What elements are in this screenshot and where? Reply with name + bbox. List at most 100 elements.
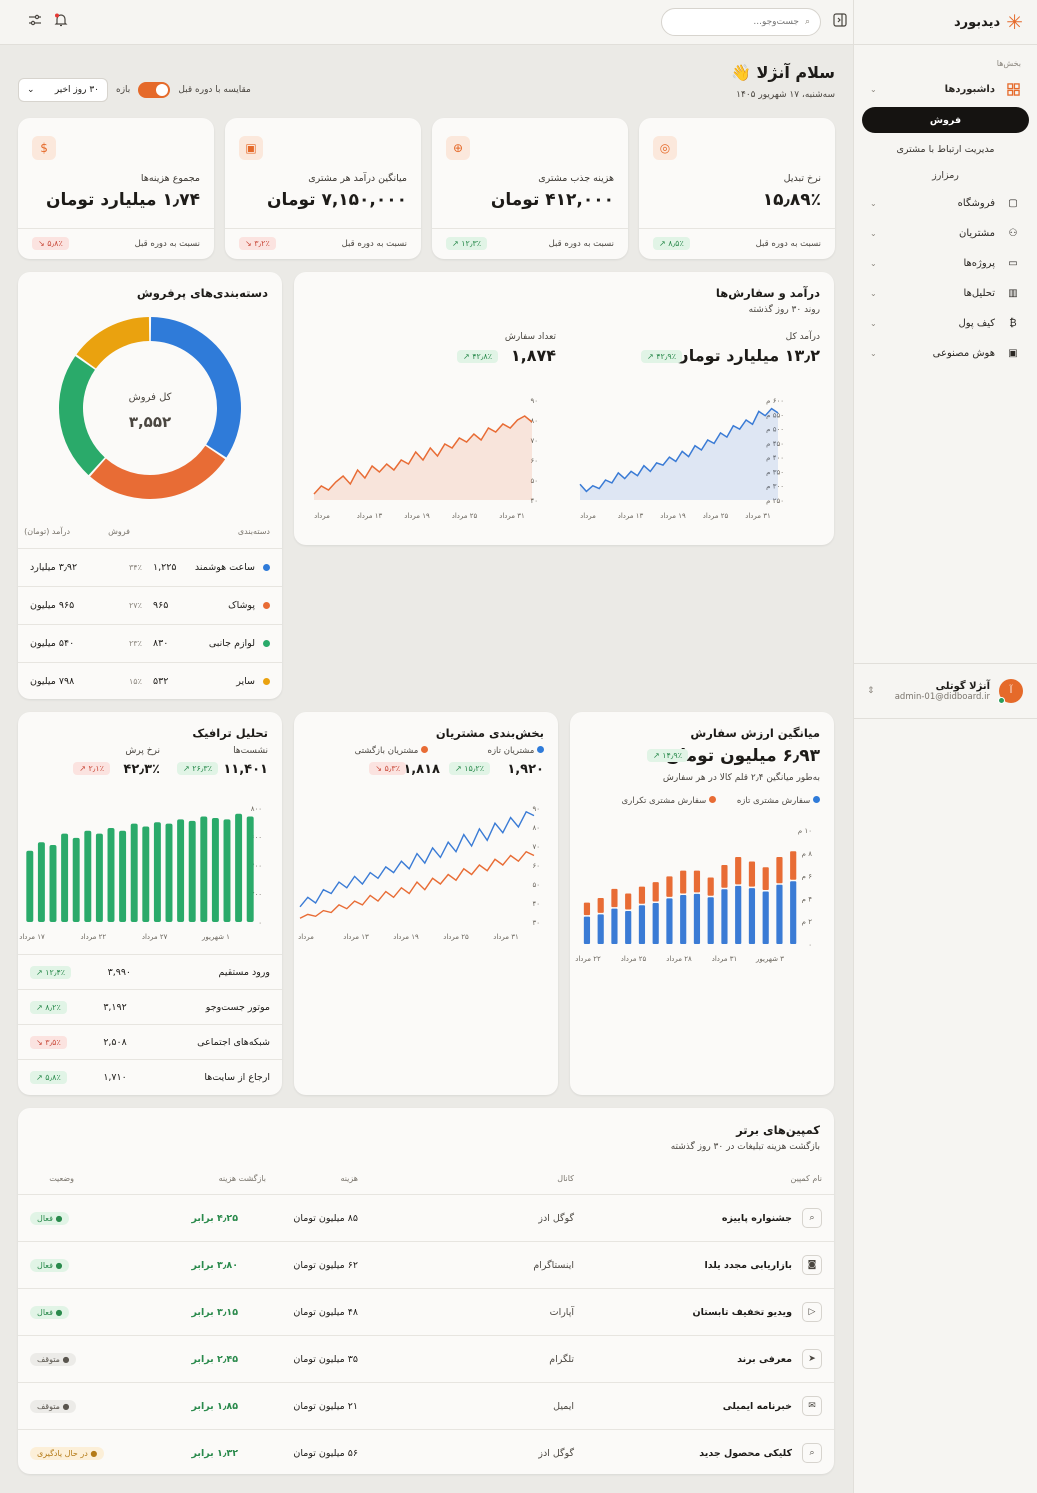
x-tick-label: ۲۲ مرداد — [81, 933, 107, 941]
bar — [200, 816, 208, 922]
card-subtitle: روند ۳۰ روز گذشته — [748, 305, 820, 315]
bar — [153, 822, 161, 922]
sidebar-item-label: کیف پول — [958, 317, 995, 329]
card-title: درآمد و سفارش‌ها — [715, 286, 820, 300]
category-swatch — [263, 602, 270, 609]
traffic-source-row[interactable]: موتور جست‌وجو ۳,۱۹۲ ۸٫۲٪ ↗ — [18, 989, 282, 1024]
bar-new — [735, 885, 742, 944]
kpi-label: میانگین درآمد هر مشتری — [308, 173, 407, 184]
sidebar-item-analytics[interactable]: ▥ تحلیل‌ها ⌄ — [854, 278, 1037, 308]
user-menu[interactable]: آ آنژلا گوتلی admin-01@didboard.ir ⇕ — [853, 663, 1037, 719]
search-box[interactable]: ⌕ — [661, 8, 821, 36]
sidebar-subitem-crm[interactable]: مدیریت ارتباط با مشتری — [896, 143, 995, 155]
kpi-label: هزینه جذب مشتری — [538, 173, 614, 184]
campaign-row[interactable]: ▷ ویدیو تخفیف تابستان آپارات ۴۸ میلیون ت… — [18, 1288, 834, 1335]
traffic-source-row[interactable]: شبکه‌های اجتماعی ۲,۵۰۸ ۳٫۵٪ ↘ — [18, 1024, 282, 1059]
sidebar-toggle-icon[interactable] — [829, 13, 847, 31]
kpi-foot-label: نسبت به دوره قبل — [341, 238, 407, 249]
user-email: admin-01@didboard.ir — [894, 691, 990, 702]
category-row[interactable]: ساعت هوشمند ۱,۲۲۵ ۳۴٪ ۳٫۹۲ میلیارد — [18, 548, 282, 586]
y-tick-label: ۴۰ — [530, 497, 538, 505]
bar — [235, 813, 243, 922]
col-header: وضعیت — [49, 1174, 74, 1183]
campaign-row[interactable]: ◙ بازاریابی مجدد یلدا اینستاگرام ۶۲ میلی… — [18, 1241, 834, 1288]
returning-customers-value: ۱,۸۱۸ — [403, 762, 440, 777]
traffic-source-value: ۳,۹۹۰ — [107, 966, 132, 978]
category-row[interactable]: لوازم جانبی ۸۳۰ ۲۳٪ ۵۴۰ میلیون — [18, 624, 282, 662]
bar — [165, 823, 173, 922]
kpi-value: ۱٫۷۴ میلیارد تومان — [45, 190, 200, 210]
campaign-roas: ۱٫۳۲ برابر — [191, 1447, 238, 1459]
sidebar-item-dashboards[interactable]: داشبوردها ⌄ — [854, 74, 1037, 104]
traffic-source-name: ورود مستقیم — [218, 966, 270, 978]
y-tick-label: ۸۰۰ — [251, 805, 262, 813]
sidebar-item-projects[interactable]: ▭ پروژه‌ها ⌄ — [854, 248, 1037, 278]
sidebar-item-store[interactable]: ▢ فروشگاه ⌄ — [854, 188, 1037, 218]
sidebar-item-ai[interactable]: ▣ هوش مصنوعی ⌄ — [854, 338, 1037, 368]
avatar: آ — [998, 679, 1023, 704]
category-row[interactable]: پوشاک ۹۶۵ ۲۷٪ ۹۶۵ میلیون — [18, 586, 282, 624]
bar-returning — [625, 893, 632, 910]
page-date: سه‌شنبه، ۱۷ شهریور ۱۴۰۵ — [736, 90, 835, 100]
sidebar-item-label: فروشگاه — [957, 197, 995, 209]
y-tick-label: ۶۰ — [532, 862, 540, 870]
category-revenue: ۳٫۹۲ میلیارد — [30, 562, 78, 573]
bar-new — [583, 916, 591, 944]
sidebar-item-customers[interactable]: ⚇ مشتریان ⌄ — [854, 218, 1037, 248]
kpi-card: ⊕ هزینه جذب مشتری ۴۱۲,۰۰۰ تومان نسبت به … — [432, 118, 628, 259]
bar-new — [748, 888, 756, 944]
legend-label: مشتریان تازه — [487, 746, 535, 756]
sidebar-item-label: مشتریان — [959, 227, 995, 239]
bar-returning — [721, 864, 728, 888]
col-header: بازگشت هزینه — [218, 1174, 266, 1183]
campaign-row[interactable]: ⌕ جشنواره پاییزه گوگل ادز ۸۵ میلیون توما… — [18, 1194, 834, 1241]
kpi-card: ▣ میانگین درآمد هر مشتری ۷,۱۵۰,۰۰۰ تومان… — [225, 118, 421, 259]
campaign-name: معرفی برند — [737, 1353, 792, 1365]
campaign-row[interactable]: ✉ خبرنامه ایمیلی ایمیل ۲۱ میلیون تومان ۱… — [18, 1382, 834, 1429]
search-input[interactable] — [678, 17, 799, 27]
sidebar-subitem-crypto[interactable]: رمزارز — [932, 169, 959, 181]
revenue-area-chart: ۲۵۰ م ۳۰۰ م ۳۵۰ م ۴۰۰ م ۴۵۰ م ۵۰۰ م ۵۵۰ م ۶۰۰ م… — [579, 397, 784, 520]
sidebar-subitem-sales[interactable]: فروش — [862, 107, 1029, 133]
campaign-status-badge: ● متوقف — [30, 1399, 77, 1413]
campaign-row[interactable]: ⌕ کلیکی محصول جدید گوگل ادز ۵۶ میلیون تو… — [18, 1429, 834, 1476]
y-tick-label: ۸ م — [802, 850, 813, 858]
x-tick-label: ۲۵ مرداد — [621, 955, 647, 963]
customer-segments-card: بخش‌بندی مشتریان مشتریان تازه مشتریان با… — [294, 712, 558, 1095]
compare-toggle[interactable] — [138, 82, 171, 98]
chevron-down-icon: ⌄ — [870, 198, 877, 208]
category-pct: ۳۴٪ — [129, 563, 142, 572]
instagram-icon: ◙ — [802, 1255, 822, 1275]
bell-icon[interactable] — [50, 13, 68, 31]
badge-text: ۵٫۸٪ — [47, 239, 63, 248]
bar-new — [611, 908, 618, 944]
y-tick-label: ۸۰ — [530, 417, 538, 425]
chevron-down-icon: ⌄ — [870, 288, 877, 298]
y-tick-label: ۴۰۰ م — [766, 454, 784, 462]
sidebar-item-wallet[interactable]: ₿ کیف پول ⌄ — [854, 308, 1037, 338]
bounce-value: ۴۲٫۳٪ — [123, 762, 160, 777]
avg-order-value-card: میانگین ارزش سفارش ۶٫۹۳ میلیون تومان ۱۴٫… — [570, 712, 834, 1095]
bar — [211, 817, 219, 922]
traffic-source-row[interactable]: ارجاع از سایت‌ها ۱,۷۱۰ ۵٫۸٪ ↗ — [18, 1059, 282, 1094]
category-row[interactable]: سایر ۵۳۲ ۱۵٪ ۷۹۸ میلیون — [18, 662, 282, 700]
sidebar-item-label: داشبوردها — [944, 83, 995, 95]
donut-slice — [58, 356, 105, 476]
campaign-cost: ۴۸ میلیون تومان — [293, 1306, 358, 1318]
folder-icon: ▭ — [1008, 257, 1018, 269]
mail-icon: ✉ — [802, 1396, 822, 1416]
user-name: آنژلا گوتلی — [935, 680, 990, 692]
traffic-change-badge: ۵٫۸٪ ↗ — [30, 1070, 67, 1084]
col-header: فروش — [108, 527, 130, 536]
campaign-status-badge: ● متوقف — [30, 1352, 77, 1366]
badge-text: ۸٫۲٪ — [45, 1002, 61, 1012]
traffic-source-row[interactable]: ورود مستقیم ۳,۹۹۰ ۱۲٫۴٪ ↗ — [18, 954, 282, 989]
campaign-status-badge: ● فعال — [30, 1258, 70, 1272]
category-swatch — [263, 678, 270, 685]
category-name: پوشاک — [228, 600, 255, 611]
settings-sliders-icon[interactable] — [24, 13, 42, 31]
campaign-row[interactable]: ➤ معرفی برند تلگرام ۳۵ میلیون تومان ۲٫۴۵… — [18, 1335, 834, 1382]
traffic-source-name: شبکه‌های اجتماعی — [197, 1036, 270, 1048]
x-tick-label: مرداد — [298, 933, 314, 941]
range-select[interactable]: ۳۰ روز اخیر ⌄ — [18, 78, 108, 102]
